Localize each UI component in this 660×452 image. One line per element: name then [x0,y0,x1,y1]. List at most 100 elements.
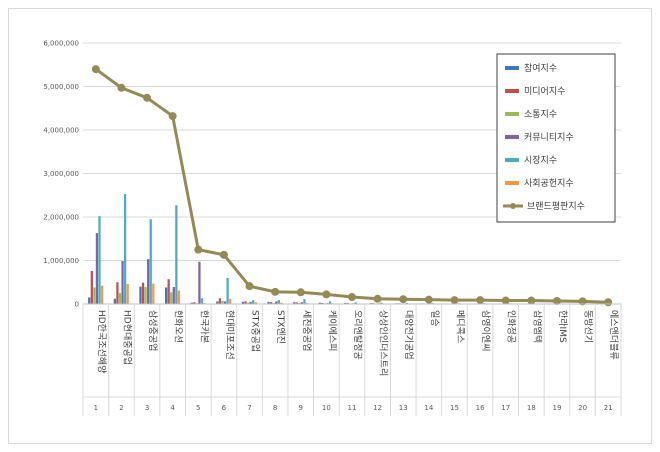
bar-4-1 [95,233,99,304]
legend-swatch [505,66,519,70]
bar-5-7 [252,300,255,304]
bar-4-8 [275,301,278,304]
brand-index-point-1 [91,65,100,74]
bar-2-2 [116,282,119,304]
x-category-label: HD한국조선해양 [96,310,107,373]
x-category-number: 15 [450,404,459,412]
legend-label: 소통지수 [524,109,557,120]
x-category-number: 12 [373,404,382,412]
x-category-label: STX엔진 [275,310,286,344]
bar-1-5 [190,302,193,304]
bar-2-8 [270,302,273,304]
bar-5-2 [123,193,127,304]
brand-index-point-20 [578,297,587,306]
x-category-label: 현대미포조선 [224,310,235,360]
y-tick-label: 1,000,000 [43,257,79,265]
bar-5-6 [226,277,229,304]
bar-2-7 [244,301,247,304]
bar-3-3 [144,287,147,304]
legend-label: 커뮤니티지수 [524,132,574,143]
brand-index-point-11 [348,293,356,302]
brand-index-line [91,65,613,307]
brand-index-point-15 [450,296,459,305]
bar-2-9 [295,302,298,304]
legend-label: 브랜드평판지수 [527,201,585,212]
brand-index-point-10 [322,290,331,299]
bar-5-12 [380,302,383,304]
bar-3-7 [246,302,250,304]
x-category-label: 일승 [429,310,440,327]
bar-3-6 [221,300,224,304]
y-tick-label: 0 [75,301,79,309]
bar-4-6 [223,301,227,304]
y-tick-label: 4,000,000 [43,127,79,135]
x-category-number: 2 [119,404,123,412]
x-category-label: 세진중공업 [301,310,312,351]
x-category-label: 한라IMS [557,310,568,343]
bar-4-5 [198,261,201,304]
x-category-label: 한화오션 [173,310,184,343]
bar-5-4 [175,205,178,304]
brand-index-point-13 [399,295,408,304]
legend-swatch [505,112,519,116]
x-category-number: 8 [273,404,277,412]
x-category-number: 13 [399,404,408,412]
bar-6-7 [254,302,257,304]
brand-index-point-18 [527,296,536,305]
bar-6-6 [229,298,232,304]
y-tick-label: 2,000,000 [43,214,79,222]
bar-1-8 [267,301,270,304]
bar-1-3 [139,286,142,304]
bar-3-4 [170,292,173,304]
bar-6-1 [100,285,104,304]
x-category-number: 11 [348,404,357,412]
x-category-label: 삼영엠텍 [531,310,543,343]
x-category-number: 19 [552,404,561,412]
x-category-number: 1 [94,404,98,412]
bar-6-8 [280,302,283,304]
bar-2-10 [321,302,324,304]
brand-index-point-6 [219,250,228,259]
chart-frame: 0 1,000,000 2,000,000 3,000,000 4,000,000 5,0… [8,8,652,444]
brand-index-point-8 [271,287,280,296]
x-category-number: 4 [170,404,175,412]
bar-2-6 [218,298,222,304]
x-category-number: 20 [578,404,587,412]
y-tick-label: 6,000,000 [43,40,79,48]
bar-3-2 [118,293,122,304]
x-category-label: HD현대중공업 [121,310,132,365]
x-category-label: 삼영이엔씨 [480,310,491,351]
bars [88,193,616,304]
brand-index-point-2 [117,83,126,92]
x-category-label: 상상인인더스트리 [378,310,389,376]
x-category-number: 9 [299,404,303,412]
bar-2-5 [193,302,196,304]
bar-1-11 [344,302,347,304]
x-category-number: 5 [196,404,200,412]
x-category-label: 케이에스피 [326,310,337,351]
bar-1-4 [164,287,168,304]
y-tick-label: 5,000,000 [43,83,79,91]
gridlines [83,42,621,305]
bar-5-13 [405,302,409,304]
x-category-label: 에스앤더블류 [608,310,619,360]
chart-canvas: 0 1,000,000 2,000,000 3,000,000 4,000,000 5,0… [43,40,622,416]
legend-label: 미디어지수 [524,86,565,97]
bar-6-3 [152,283,155,304]
x-category-label: 동방선기 [583,310,594,343]
bar-4-7 [249,301,252,304]
legend-swatch [505,135,519,139]
bar-5-9 [303,299,306,304]
brand-index-point-3 [143,93,152,102]
bar-6-4 [177,290,181,304]
bar-3-1 [93,287,96,304]
legend-label: 참여지수 [524,62,557,74]
x-category-label: 메디콕스 [454,310,465,343]
bar-4-3 [147,259,150,304]
bar-4-4 [172,287,175,304]
y-axis-ticks: 0 1,000,000 2,000,000 3,000,000 4,000,000 5,0… [43,40,79,309]
bar-5-10 [328,301,332,304]
brand-index-point-14 [424,295,433,304]
bar-1-7 [241,301,245,304]
